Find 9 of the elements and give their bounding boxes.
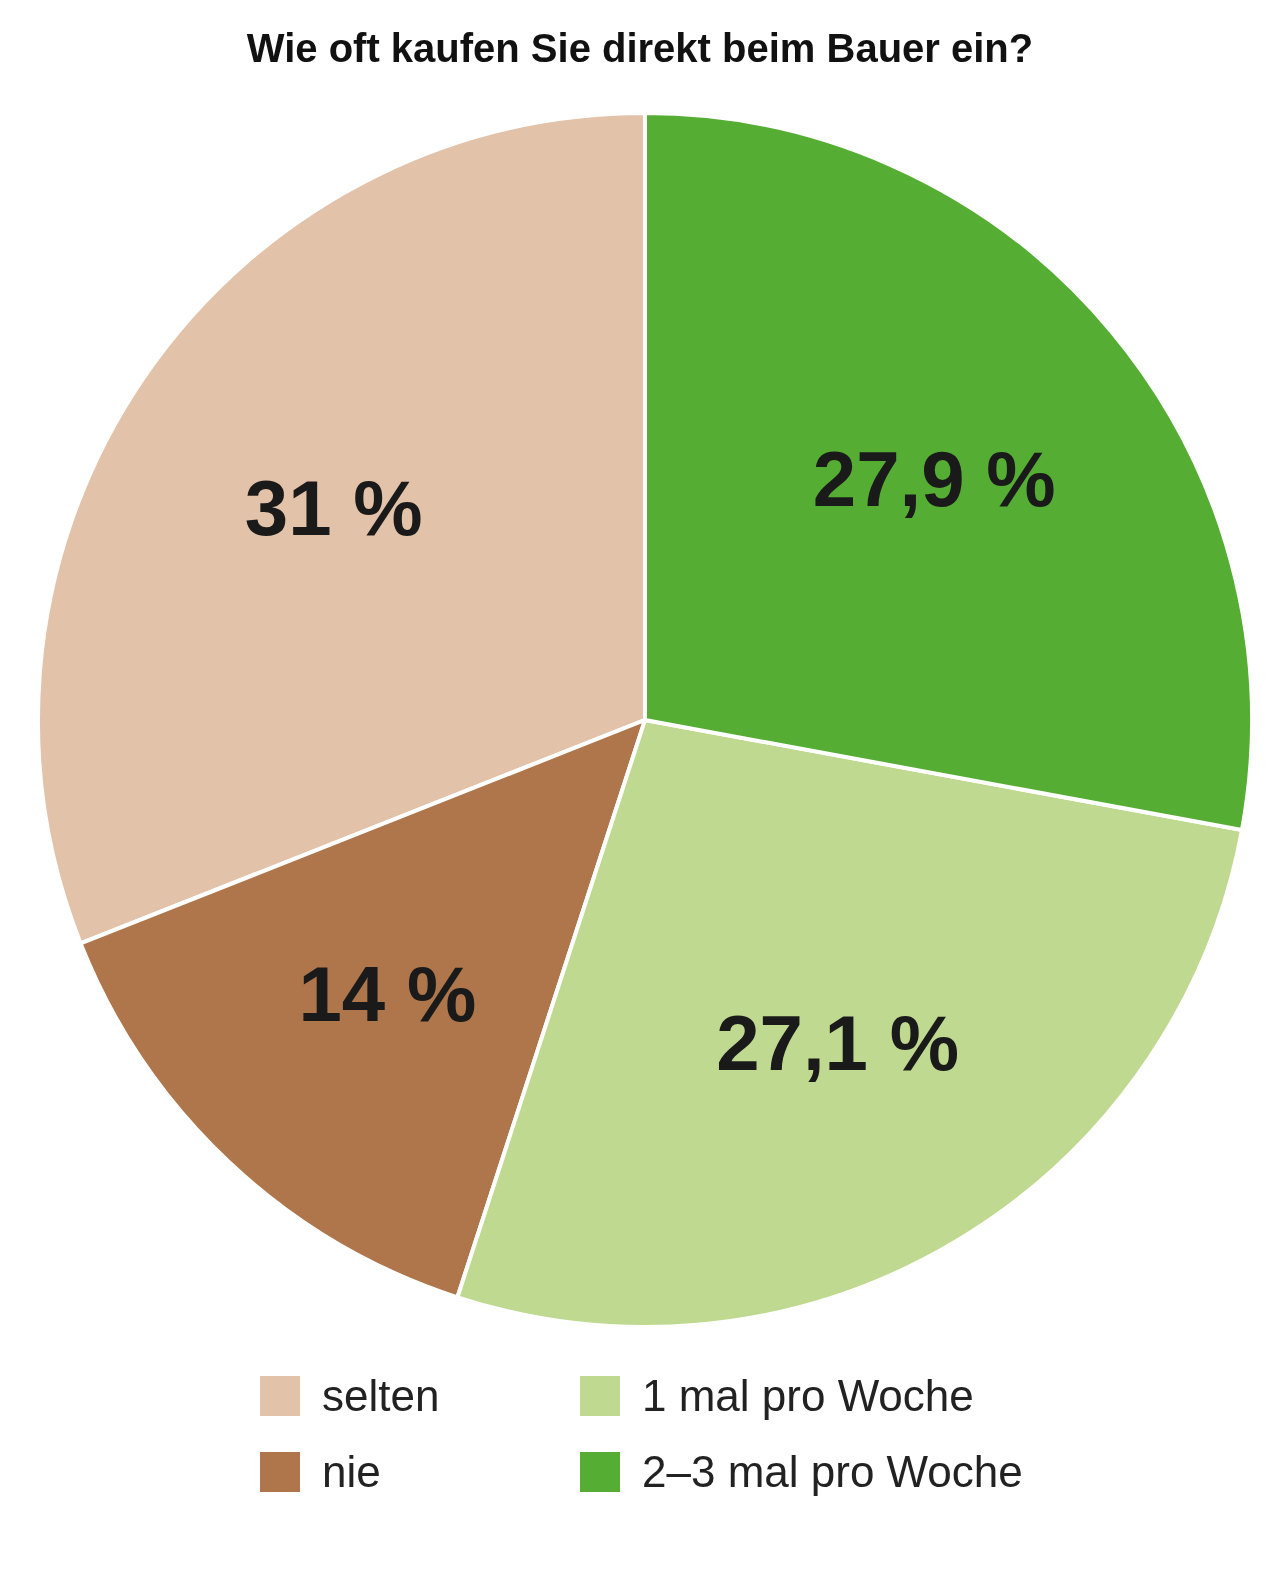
data-label: 31 % xyxy=(244,464,423,553)
data-label: 27,9 % xyxy=(812,435,1056,524)
legend-label: 2–3 mal pro Woche xyxy=(641,1446,1024,1498)
legend-label: 1 mal pro Woche xyxy=(641,1370,975,1422)
legend-label: selten xyxy=(321,1370,441,1422)
chart-title: Wie oft kaufen Sie direkt beim Bauer ein? xyxy=(245,25,1035,72)
legend-label: nie xyxy=(321,1446,382,1498)
data-label: 27,1 % xyxy=(716,999,960,1088)
data-label: 14 % xyxy=(298,950,477,1039)
